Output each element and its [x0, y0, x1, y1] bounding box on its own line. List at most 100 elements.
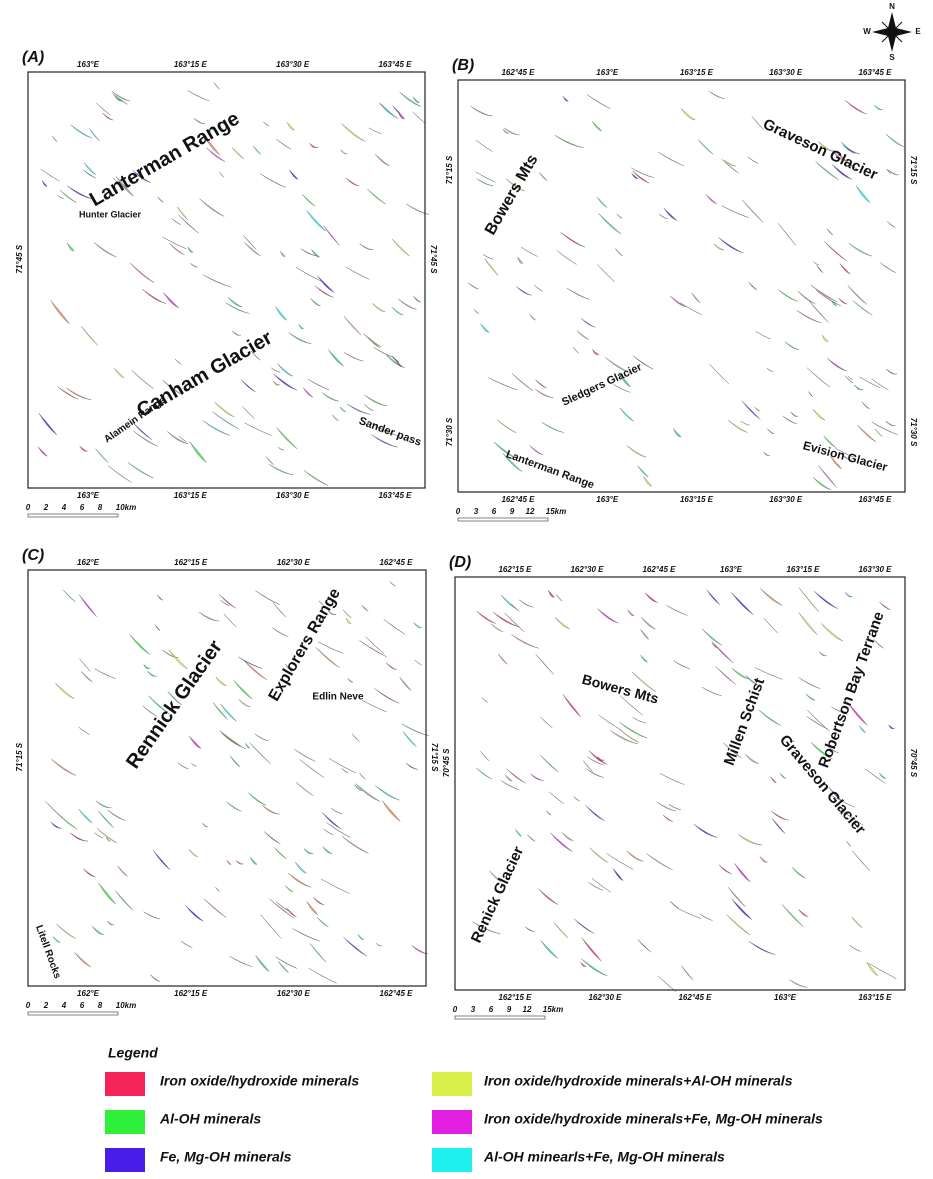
mineral-patch	[808, 391, 814, 398]
mineral-patch	[326, 822, 351, 838]
mineral-patch	[285, 885, 294, 893]
mineral-patch	[874, 104, 883, 111]
mineral-patch	[243, 241, 261, 256]
mineral-patch	[637, 465, 649, 478]
mineral-patch	[367, 188, 387, 205]
mineral-patch	[240, 379, 256, 393]
mineral-patch	[219, 594, 237, 609]
mineral-patch	[107, 809, 126, 821]
mineral-patch	[731, 668, 750, 680]
scale-label: 6	[492, 507, 497, 516]
place-name: Renick Glacier	[468, 844, 528, 946]
mineral-patch	[847, 701, 868, 726]
mineral-patch	[215, 676, 227, 686]
mineral-patch	[731, 898, 753, 920]
mineral-patch	[796, 310, 821, 323]
mineral-patch	[669, 295, 687, 308]
mineral-patch	[245, 743, 250, 749]
mineral-patch	[154, 624, 161, 632]
mineral-patch	[669, 900, 679, 909]
mineral-patch	[511, 373, 534, 391]
mineral-patch	[587, 756, 604, 766]
mineral-patch	[726, 914, 751, 936]
panel-label: (A)	[22, 49, 44, 66]
mineral-patch	[114, 368, 125, 379]
mineral-patch	[546, 810, 552, 816]
mineral-patch	[721, 159, 739, 174]
mineral-patch	[831, 164, 853, 180]
mineral-patch	[260, 914, 282, 939]
mineral-patch	[778, 289, 798, 302]
mineral-patch	[171, 218, 181, 225]
legend-label: Al-OH minerals	[159, 1111, 261, 1127]
coordinate-label: 71°15 S	[15, 742, 24, 771]
mineral-patch	[656, 801, 676, 812]
mineral-patch	[292, 928, 320, 942]
mineral-patch	[317, 641, 344, 654]
mineral-patch	[713, 243, 725, 250]
mineral-patch	[226, 801, 242, 812]
mineral-patch	[288, 873, 312, 888]
mineral-patch	[243, 659, 267, 681]
mineral-patch	[113, 94, 123, 102]
mineral-patch	[706, 589, 721, 605]
mineral-patch	[631, 167, 654, 178]
mineral-patch	[631, 172, 639, 180]
mineral-patch	[351, 733, 360, 742]
mineral-patch	[265, 456, 274, 465]
mineral-patch	[833, 149, 858, 170]
mineral-patch	[658, 213, 668, 219]
mineral-patch	[280, 251, 286, 257]
mineral-patch	[847, 285, 868, 305]
legend-label: Al-OH minearls+Fe, Mg-OH minerals	[483, 1149, 725, 1165]
mineral-patch	[375, 943, 382, 947]
mineral-patch	[371, 434, 398, 448]
mineral-patch	[474, 309, 480, 314]
mineral-patch	[657, 975, 677, 993]
mineral-patch	[767, 428, 775, 434]
mineral-patch	[597, 608, 619, 624]
coordinate-label: 70°45 S	[909, 749, 918, 778]
mineral-patch	[693, 823, 718, 838]
mineral-patch	[637, 939, 652, 953]
mineral-patch	[467, 282, 479, 290]
mineral-patch	[619, 729, 640, 743]
mineral-patch	[854, 384, 864, 391]
mineral-patch	[691, 292, 701, 304]
mineral-patch	[63, 589, 76, 603]
mineral-patch	[341, 768, 349, 774]
mineral-patch	[372, 303, 386, 312]
coordinate-label: 162°45 E	[642, 565, 676, 574]
mineral-patch	[540, 940, 559, 959]
mineral-patch	[480, 750, 490, 762]
mineral-patch	[722, 742, 742, 759]
mineral-patch	[830, 456, 843, 470]
mineral-patch	[535, 389, 554, 398]
mineral-patch	[887, 169, 899, 176]
mineral-patch	[798, 612, 818, 635]
mineral-patch	[299, 759, 324, 778]
mineral-patch	[83, 162, 97, 176]
mineral-patch	[322, 392, 340, 402]
coordinate-label: 163°30 E	[276, 491, 310, 500]
scale-bar	[454, 1015, 546, 1020]
mineral-patch	[596, 197, 608, 208]
mineral-patch	[640, 654, 648, 663]
legend-swatch	[105, 1072, 145, 1096]
mineral-patch	[275, 956, 298, 969]
mineral-patch	[94, 668, 116, 679]
mineral-patch	[167, 431, 189, 445]
mineral-patch	[547, 589, 555, 598]
mineral-patch	[259, 173, 287, 188]
mineral-patch	[591, 878, 611, 893]
mineral-patch	[220, 703, 237, 722]
mineral-patch	[327, 610, 337, 616]
mineral-patch	[117, 865, 128, 877]
mineral-patch	[812, 261, 819, 265]
mineral-patch	[413, 296, 421, 303]
mineral-patch	[731, 592, 754, 615]
mineral-patch	[263, 121, 270, 126]
mineral-patch	[751, 116, 764, 130]
scale-label: 10km	[116, 503, 136, 512]
mineral-patch	[812, 409, 826, 421]
